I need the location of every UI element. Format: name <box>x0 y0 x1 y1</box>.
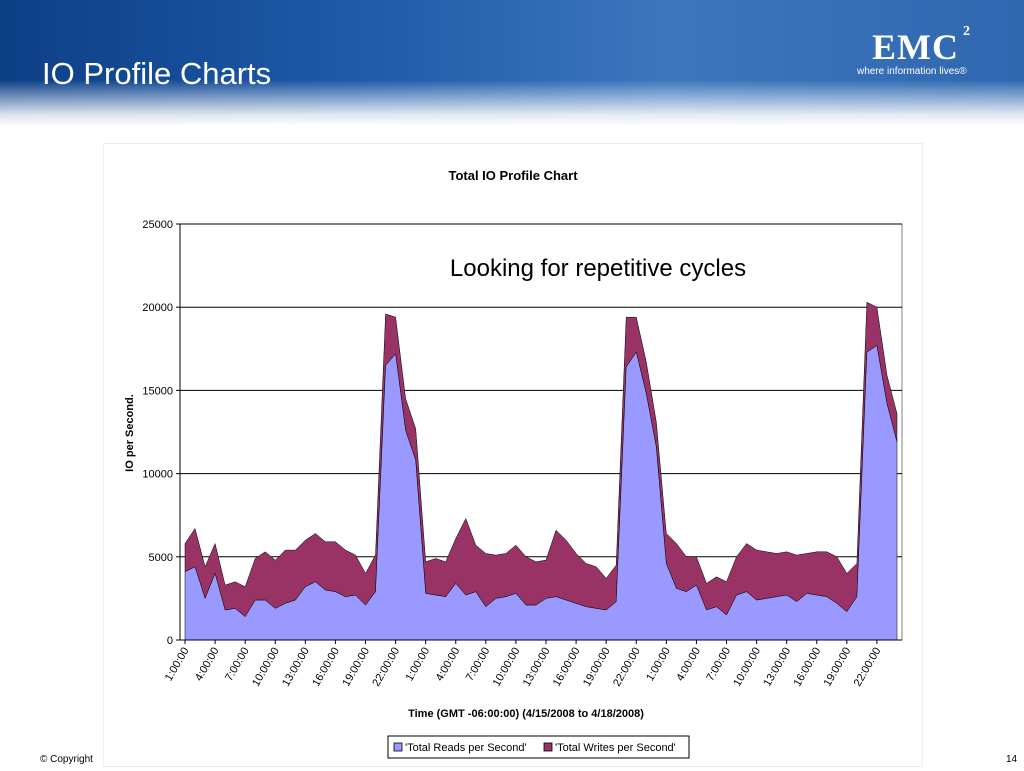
x-tick-label: 13:00:00 <box>761 646 793 689</box>
legend-label-writes: 'Total Writes per Second' <box>555 742 676 754</box>
slide-title: IO Profile Charts <box>42 56 272 91</box>
series-reads-area <box>184 345 898 641</box>
page-number: 14 <box>1006 754 1018 765</box>
legend-box <box>387 735 690 759</box>
x-tick-label: 16:00:00 <box>551 646 583 689</box>
footer-copyright: © Copyright <box>40 754 93 765</box>
x-tick-label: 1:00:00 <box>163 646 192 684</box>
x-tick-label: 7:00:00 <box>704 646 733 684</box>
io-profile-chart: Total IO Profile Chart IO per Second. Ti… <box>124 168 903 759</box>
x-tick-label: 4:00:00 <box>434 646 463 684</box>
logo-superscript: 2 <box>963 24 970 39</box>
logo-brand: EMC <box>872 27 959 67</box>
x-tick-label: 13:00:00 <box>521 646 553 689</box>
chart-annotation: Looking for repetitive cycles <box>450 255 746 282</box>
y-tick-label: 15000 <box>142 385 173 397</box>
x-axis-label: Time (GMT -06:00:00) (4/15/2008 to 4/18/… <box>408 708 644 720</box>
title-banner <box>0 0 1024 126</box>
y-axis-label: IO per Second. <box>124 394 136 472</box>
x-tick-label: 19:00:00 <box>822 646 854 689</box>
chart-panel: Total IO Profile Chart IO per Second. Ti… <box>103 143 923 767</box>
y-tick-label: 25000 <box>142 219 173 231</box>
x-tick-label: 7:00:00 <box>464 646 493 684</box>
x-tick-label: 10:00:00 <box>491 646 523 689</box>
x-tick-label: 13:00:00 <box>280 646 312 689</box>
x-tick-label: 1:00:00 <box>644 646 673 684</box>
x-tick-label: 19:00:00 <box>340 646 372 689</box>
x-tick-label: 10:00:00 <box>250 646 282 689</box>
x-tick-label: 7:00:00 <box>223 646 252 684</box>
y-tick-label: 10000 <box>142 469 173 481</box>
legend-swatch-writes <box>543 742 553 752</box>
x-tick-label: 1:00:00 <box>404 646 433 684</box>
legend-label-reads: 'Total Reads per Second' <box>405 742 527 754</box>
x-tick-label: 22:00:00 <box>852 646 884 689</box>
logo-tagline: where information lives® <box>857 66 967 77</box>
legend-swatch-reads <box>393 742 403 752</box>
x-tick-label: 19:00:00 <box>581 646 613 689</box>
x-tick-label: 4:00:00 <box>193 646 222 684</box>
chart-legend: 'Total Reads per Second' 'Total Writes p… <box>387 735 690 759</box>
x-tick-label: 16:00:00 <box>792 646 824 689</box>
x-tick-label: 22:00:00 <box>370 646 402 689</box>
y-tick-label: 20000 <box>142 302 173 314</box>
chart-title: Total IO Profile Chart <box>448 168 578 183</box>
x-tick-label: 16:00:00 <box>310 646 342 689</box>
x-tick-label: 10:00:00 <box>731 646 763 689</box>
y-tick-label: 5000 <box>149 552 173 564</box>
y-tick-label: 0 <box>167 635 173 647</box>
x-tick-label: 4:00:00 <box>674 646 703 684</box>
x-tick-label: 22:00:00 <box>611 646 643 689</box>
